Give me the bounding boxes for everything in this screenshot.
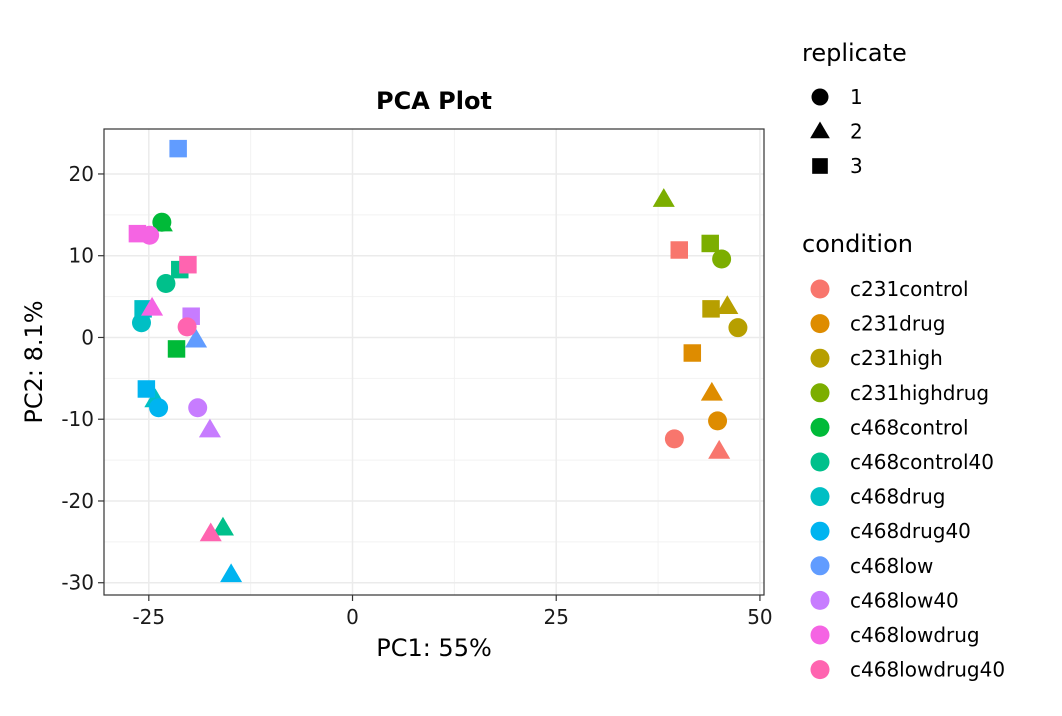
legend-replicate-label: 1 — [850, 85, 863, 109]
y-tick-label: 0 — [81, 325, 94, 349]
y-tick-label: 10 — [69, 244, 94, 268]
y-axis-title: PC2: 8.1% — [20, 300, 48, 423]
point-c231control-rep2 — [708, 439, 731, 459]
point-c468lowdrug40-rep1 — [177, 317, 197, 337]
x-tick-label: 25 — [543, 605, 568, 629]
legend-replicate-title: replicate — [802, 39, 907, 67]
legend-condition-c468low40-key — [810, 590, 830, 610]
legend-condition-label: c468lowdrug — [850, 623, 980, 647]
legend-condition-label: c468lowdrug40 — [850, 658, 1005, 682]
point-c231drug-rep2 — [700, 381, 723, 401]
point-c231highdrug-rep3 — [701, 234, 719, 253]
point-c231control-rep3 — [670, 241, 688, 259]
point-c468low40-rep1 — [188, 398, 208, 418]
point-c468low-rep3 — [169, 139, 187, 158]
panel-border — [103, 128, 765, 596]
chart-title: PCA Plot — [376, 87, 492, 115]
x-axis-title: PC1: 55% — [376, 634, 492, 662]
point-c468lowdrug-rep2 — [141, 296, 164, 316]
point-c231control-rep1 — [664, 429, 684, 449]
y-axis: 20 10 0 -10 -20 -30 — [61, 162, 104, 595]
legend-condition-label: c468control40 — [850, 450, 994, 474]
point-c468low-rep2 — [185, 328, 208, 348]
legend-condition-c468drug40-key — [810, 521, 830, 541]
point-c468drug40-rep1 — [149, 398, 169, 418]
legend-condition-title: condition — [802, 230, 913, 258]
y-tick-label: -20 — [61, 489, 94, 513]
point-c468control40-rep2 — [211, 516, 234, 536]
legend-replicate-label: 2 — [850, 120, 863, 144]
x-tick-label: 0 — [346, 605, 359, 629]
plot-panel — [103, 128, 765, 596]
legend-condition-c468low-key — [810, 556, 830, 576]
point-c231high-rep2 — [716, 295, 739, 314]
legend-condition-c468control-key — [810, 417, 830, 437]
point-c468low40-rep2 — [198, 418, 221, 438]
point-c468drug40-rep3 — [137, 380, 156, 398]
y-tick-label: 20 — [69, 162, 94, 186]
y-tick-label: -10 — [61, 407, 94, 431]
point-c468lowdrug40-rep3 — [179, 255, 197, 274]
data-points — [128, 139, 748, 583]
point-c231highdrug-rep1 — [712, 249, 732, 269]
legend-condition-label: c231control — [850, 277, 969, 301]
legend-condition-label: c231highdrug — [850, 381, 989, 405]
legend-replicate-label: 3 — [850, 154, 863, 178]
point-c468drug-rep1 — [131, 313, 151, 333]
legend-condition: condition c231control c231drug c231high c23… — [802, 230, 1005, 682]
point-c468control40-rep1 — [156, 274, 176, 294]
y-tick-label: -30 — [61, 571, 94, 595]
point-c231drug-rep1 — [708, 411, 728, 431]
legend-condition-label: c231high — [850, 346, 943, 370]
legend-condition-c231high-key — [810, 348, 830, 368]
legend-condition-c231control-key — [810, 279, 830, 299]
legend-replicate-2-key — [810, 121, 830, 139]
legend-replicate-1-key — [811, 88, 829, 106]
legend-condition-label: c468drug40 — [850, 519, 971, 543]
legend-condition-c468drug-key — [810, 487, 830, 507]
point-c231high-rep1 — [728, 318, 748, 338]
x-tick-label: 50 — [747, 605, 772, 629]
x-tick-label: -25 — [132, 605, 165, 629]
point-c231high-rep3 — [702, 300, 720, 318]
point-c468control-rep2 — [150, 212, 173, 232]
legend-condition-c468lowdrug-key — [810, 625, 830, 645]
legend-condition-label: c468low40 — [850, 588, 959, 612]
point-c468control-rep3 — [167, 340, 186, 358]
point-c468lowdrug40-rep2 — [199, 522, 222, 542]
legend-condition-c231drug-key — [810, 314, 830, 334]
legend-condition-c468control40-key — [810, 452, 830, 472]
point-c468lowdrug-rep3 — [128, 224, 147, 243]
legend-condition-label: c231drug — [850, 312, 945, 336]
legend-condition-label: c468drug — [850, 485, 945, 509]
legend-condition-c468lowdrug40-key — [810, 660, 830, 680]
legend-replicate: replicate 1 2 3 — [802, 39, 907, 178]
point-c231highdrug-rep2 — [652, 188, 675, 207]
point-c468drug40-rep2 — [220, 563, 243, 583]
legend-replicate-3-key — [812, 158, 828, 174]
major-gridlines — [104, 129, 764, 595]
x-axis: -25 0 25 50 — [132, 595, 773, 629]
point-c231drug-rep3 — [683, 344, 702, 362]
legend-condition-c231highdrug-key — [810, 383, 830, 403]
legend-condition-label: c468low — [850, 554, 933, 578]
legend-condition-label: c468control — [850, 415, 969, 439]
